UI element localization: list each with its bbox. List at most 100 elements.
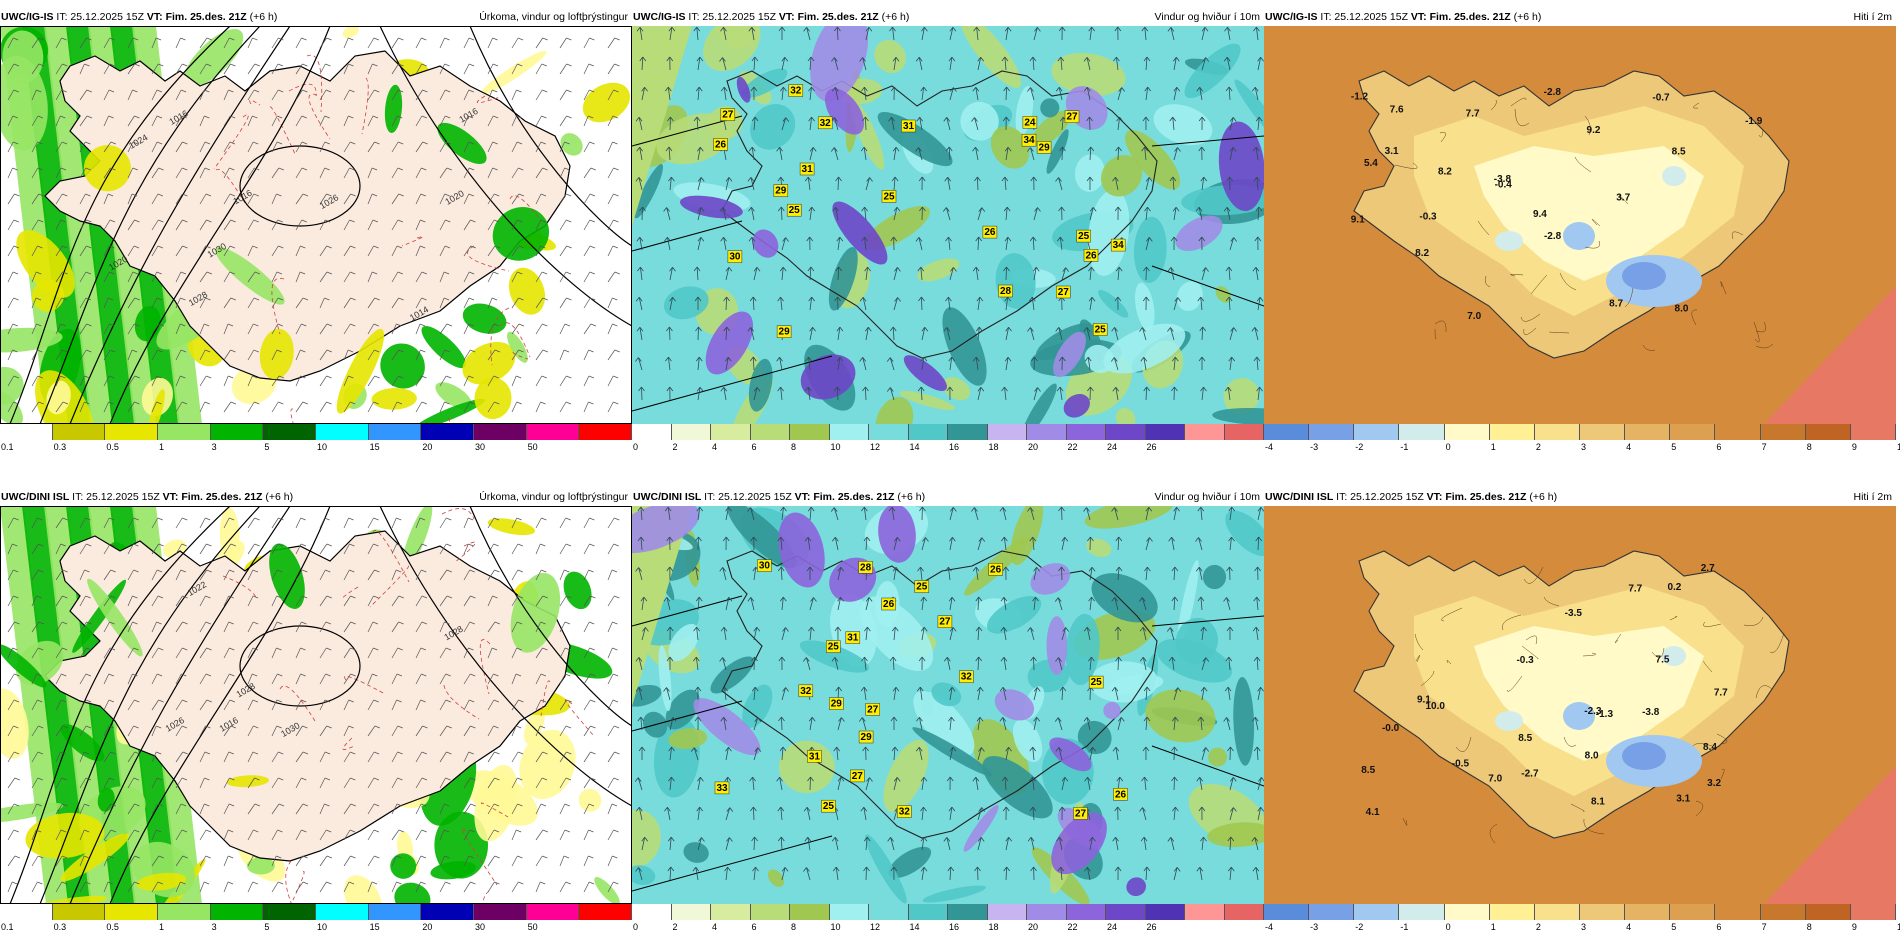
color-scale-swatch: [987, 424, 1027, 440]
color-scale-swatch: [750, 424, 790, 440]
valid-time-label: VT:: [146, 11, 163, 23]
gust-value: 29: [1039, 142, 1051, 153]
color-scale-tick: 9: [1851, 442, 1857, 452]
color-scale-swatch: [1027, 904, 1067, 920]
forecast-offset: (+6 h): [265, 491, 294, 503]
gust-value: 29: [775, 186, 787, 197]
color-scale-swatch: [474, 904, 527, 920]
gust-label: 29: [1036, 141, 1052, 154]
temperature-isolines: [213, 54, 540, 424]
gust-label: 32: [788, 84, 804, 97]
color-scale-tick: 4: [1626, 922, 1632, 932]
color-scale-tick: 0.1: [1, 922, 14, 932]
value-labels: 27 25 26 27 32 25 26 33 29 25 27 28 32 25 31 29 32 31 30 27…: [714, 559, 1128, 820]
color-scale-tick: 15: [369, 442, 380, 452]
color-scale-swatch: [52, 904, 106, 920]
wind-map: 31 26 27 34 25 29 28 25 27 34 25 29 31 26 24 29 30 32 32 27…: [632, 26, 1264, 424]
temperature-value: -3.8: [1494, 174, 1512, 185]
color-scale-swatch: [210, 424, 264, 440]
color-scale-tick: 20: [422, 922, 433, 932]
color-scale-tick: 10: [317, 922, 328, 932]
temperature-value: -0.7: [1652, 93, 1670, 104]
color-scale-tick: 20: [422, 442, 433, 452]
color-scale-tick: 3: [1581, 922, 1587, 932]
init-time: IT: 25.12.2025 15Z: [1320, 11, 1408, 23]
temperature-value: 0.2: [1667, 582, 1681, 593]
panel-precip-igis: UWC/IG-IS IT: 25.12.2025 15Z VT: Fim. 25…: [0, 8, 633, 468]
color-scale-tick: 2: [672, 442, 678, 452]
temperature-value: -0.0: [1382, 723, 1400, 734]
temperature-value: 8.5: [1672, 147, 1686, 158]
temperature-value: 7.0: [1488, 773, 1502, 784]
color-scale-swatch: [908, 424, 948, 440]
gust-label: 29: [773, 184, 789, 197]
color-scale-swatch: [1625, 424, 1671, 440]
forecast-offset: (+6 h): [1529, 491, 1558, 503]
color-scale-tick: 50: [527, 922, 538, 932]
color-scale-tick: 0.5: [106, 442, 119, 452]
forecast-offset: (+6 h): [897, 491, 926, 503]
gust-value: 26: [1115, 789, 1127, 800]
color-scale-tick: -2: [1355, 442, 1364, 452]
weather-map-svg: 7.0 9.1 8.4 7.7 8.5 10.0 7.5 7.7 -2.7 -0.5 8.5 3.2 0…: [1264, 506, 1896, 904]
temperature-value: 8.2: [1438, 167, 1452, 178]
temperature-value: -2.3: [1584, 706, 1602, 717]
temp-map: 8.2 8.0 9.1 7.0 8.7 9.4 -1.2 9.2 3.1 -0.7 -1.9 7.7 8…: [1264, 26, 1896, 424]
color-scale-tick: 18: [988, 442, 999, 452]
gust-value: 26: [1085, 250, 1097, 261]
temperature-value: -1.9: [1745, 116, 1763, 127]
color-scale-swatch: [1760, 424, 1806, 440]
color-scale-tick: 1: [1490, 442, 1496, 452]
gust-value: 33: [716, 783, 728, 794]
gust-value: 31: [802, 164, 814, 175]
color-scale-swatch: [52, 424, 106, 440]
gust-value: 27: [867, 704, 879, 715]
color-scale-swatch: [1579, 904, 1626, 920]
color-scale-swatch: [987, 904, 1027, 920]
gust-value: 32: [790, 86, 802, 97]
temperature-bands: [1414, 106, 1744, 316]
color-scale-tick: 16: [949, 442, 960, 452]
panel-header: UWC/IG-IS IT: 25.12.2025 15Z VT: Fim. 25…: [632, 8, 1264, 26]
color-scale-tick: 16: [949, 922, 960, 932]
valid-time-label: VT:: [1426, 491, 1443, 503]
color-scale-swatch: [711, 424, 751, 440]
temperature-value: -2.8: [1544, 231, 1562, 242]
forecast-offset: (+6 h): [881, 11, 910, 23]
gust-label: 31: [807, 750, 822, 763]
valid-time-label: VT:: [1410, 11, 1427, 23]
color-scale-tick: 2: [1535, 922, 1541, 932]
panel-temp-dini: UWC/DINI ISL IT: 25.12.2025 15Z VT: Fim.…: [1264, 488, 1900, 948]
temperature-isolines: [1394, 97, 1774, 351]
gust-label: 29: [829, 697, 844, 710]
color-scale-bar: [1264, 424, 1896, 440]
temperature-value: 3.1: [1385, 146, 1399, 157]
color-scale-tick: 20: [1028, 922, 1039, 932]
color-scale-ticks: -4 -3 -2 -1 0 1 2 3 4 5 6 7 8 9 10: [1264, 442, 1900, 454]
gust-label: 27: [865, 703, 880, 716]
color-scale-swatch: [368, 424, 422, 440]
gust-value: 34: [1023, 135, 1035, 146]
color-scale-swatch: [158, 424, 211, 440]
color-scale-swatch: [1354, 904, 1400, 920]
gust-label: 32: [897, 805, 912, 818]
gust-label: 28: [858, 561, 873, 574]
gust-label: 30: [727, 250, 743, 263]
color-scale-swatch: [158, 904, 211, 920]
valid-time: Fim. 25.des. 21Z: [1429, 11, 1511, 23]
color-scale-swatch: [1444, 904, 1490, 920]
color-scale-tick: 24: [1107, 922, 1118, 932]
gust-label: 24: [1022, 116, 1038, 129]
precip-over-land: [0, 84, 550, 414]
precip-over-land: [0, 543, 561, 882]
gust-value: 29: [861, 732, 873, 743]
gust-value: 27: [1066, 112, 1078, 123]
color-scale-tick: 10: [1897, 922, 1900, 932]
init-time: IT: 25.12.2025 15Z: [688, 11, 776, 23]
color-scale-ticks: -4 -3 -2 -1 0 1 2 3 4 5 6 7 8 9 10: [1264, 922, 1900, 934]
color-scale-swatch: [0, 904, 53, 920]
temperature-value: 7.7: [1714, 687, 1728, 698]
color-scale-swatch: [1224, 904, 1264, 920]
color-scale-tick: 10: [1897, 442, 1900, 452]
